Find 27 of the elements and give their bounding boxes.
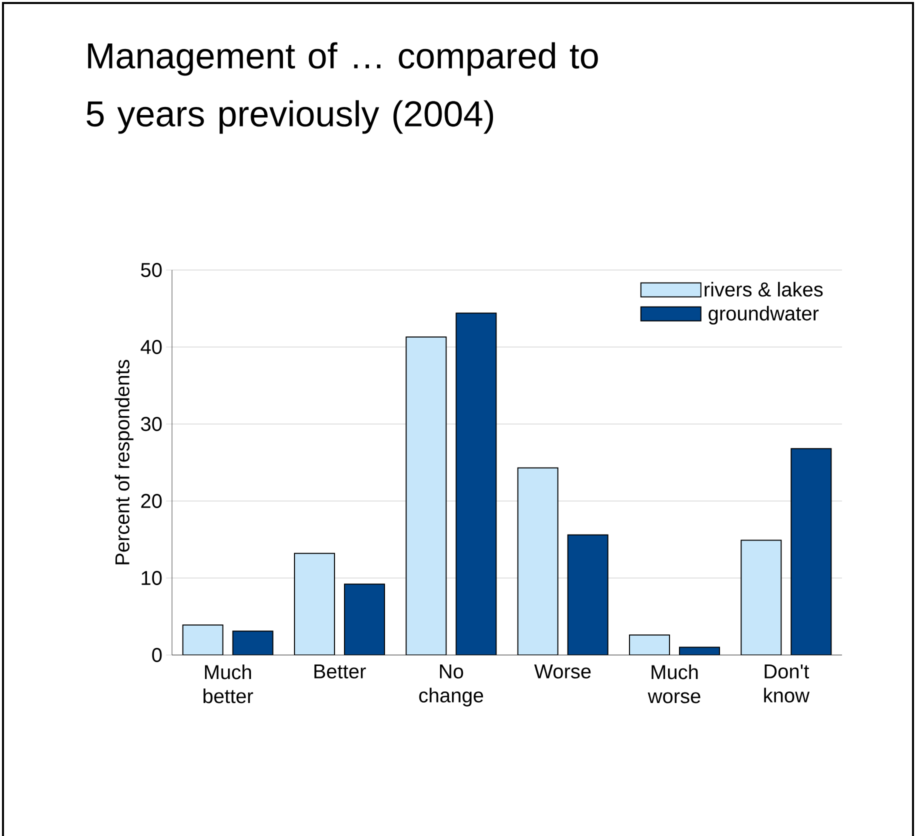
bar [740, 540, 782, 656]
bar [182, 624, 224, 656]
bar [232, 630, 274, 656]
bar [344, 584, 386, 656]
y-axis-title: Percent of respondents [114, 360, 134, 564]
x-tick-label: Don't know [764, 664, 810, 702]
bar [517, 467, 558, 656]
bar [567, 534, 608, 656]
legend-label: groundwater [708, 306, 819, 325]
x-tick-label: Much better [204, 664, 254, 704]
x-tick-label: Better [314, 664, 366, 678]
chart-title: Management of … compared to 5 years previously (2004) [86, 42, 598, 134]
x-tick-label: Worse [534, 664, 591, 678]
bar [790, 448, 832, 656]
bar [456, 312, 497, 656]
y-tick-label: 30 [141, 416, 162, 432]
x-tick-label: Much worse [648, 664, 700, 704]
y-tick-label: 10 [142, 570, 162, 586]
legend-label: rivers & lakes [704, 282, 823, 297]
y-tick-label: 50 [141, 262, 162, 278]
bar [294, 552, 336, 656]
y-tick-label: 0 [152, 648, 162, 662]
y-tick-label: 20 [141, 494, 162, 508]
bar [629, 634, 670, 656]
y-tick-label: 40 [140, 340, 162, 354]
bar [406, 336, 447, 656]
x-tick-label: No change [419, 664, 484, 706]
